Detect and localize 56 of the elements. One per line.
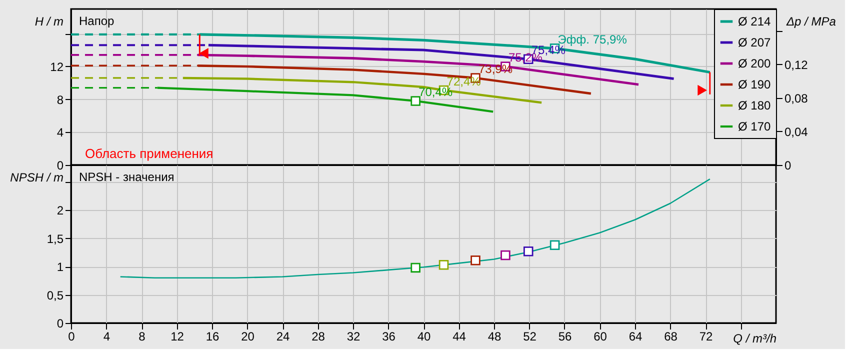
- legend-label: Ø 200: [738, 56, 772, 70]
- point: [698, 85, 706, 96]
- y-tick-label: 0: [56, 316, 64, 330]
- x-tick-label: 32: [346, 330, 360, 344]
- point: [410, 96, 420, 106]
- point: [470, 255, 480, 266]
- y-tick-label: 4: [56, 126, 64, 140]
- x-tick-label: 72: [699, 330, 713, 344]
- y-tick-label: 0: [56, 158, 64, 172]
- y-tick-label: 1: [56, 260, 64, 274]
- y-tick-label: 2: [56, 204, 64, 218]
- point: [550, 240, 560, 250]
- x-tick-label: 60: [594, 330, 608, 344]
- y2-tick-label: 0,04: [784, 124, 808, 139]
- annotation: 72,4%: [446, 74, 482, 88]
- x-tick-label: 40: [417, 330, 431, 344]
- annotation: NPSH - значения: [79, 170, 174, 184]
- y-tick-label: 8: [56, 92, 64, 107]
- x-tick-label: 36: [382, 330, 396, 344]
- y-tick-label: 0,5: [46, 288, 64, 302]
- legend-label: Ø 180: [738, 98, 772, 112]
- x-axis-title: Q / m³/h: [733, 332, 777, 346]
- y2-tick-label: 0,08: [784, 91, 808, 106]
- y2-tick-label: 0,12: [784, 58, 808, 72]
- legend-label: Ø 214: [738, 14, 772, 28]
- x-tick-label: 64: [628, 330, 642, 344]
- y2-axis-title: Δp / MPa: [786, 14, 836, 28]
- legend-label: Ø 207: [738, 36, 772, 50]
- x-tick-label: 56: [558, 330, 572, 344]
- point: [200, 48, 208, 58]
- x-tick-label: 0: [68, 330, 76, 344]
- x-tick-label: 8: [138, 330, 146, 344]
- point: [410, 262, 420, 273]
- x-tick-label: 4: [103, 330, 110, 344]
- x-tick-label: 24: [276, 330, 290, 344]
- x-tick-label: 44: [452, 330, 466, 344]
- x-tick-label: 20: [241, 330, 255, 344]
- point: [438, 260, 449, 270]
- x-tick-label: 68: [664, 330, 678, 344]
- x-tick-label: 28: [312, 330, 326, 344]
- annotation: Напор: [79, 14, 115, 28]
- point: [523, 246, 534, 256]
- y-axis-title: NPSH / m: [10, 170, 64, 184]
- y-tick-label: 12: [50, 60, 64, 74]
- legend-label: Ø 190: [738, 78, 772, 92]
- x-tick-label: 52: [523, 330, 537, 344]
- x-tick-label: 12: [170, 330, 184, 344]
- annotation: Эфф. 75,9%: [558, 32, 628, 46]
- x-tick-label: 16: [206, 330, 220, 344]
- legend-label: Ø 170: [738, 120, 772, 134]
- x-tick-label: 48: [488, 330, 502, 344]
- annotation: Область применения: [85, 146, 214, 161]
- y-axis-title: H / m: [34, 14, 64, 28]
- y-tick-label: 1,5: [46, 232, 64, 246]
- point: [500, 250, 510, 260]
- y2-tick-label: 0: [784, 158, 792, 172]
